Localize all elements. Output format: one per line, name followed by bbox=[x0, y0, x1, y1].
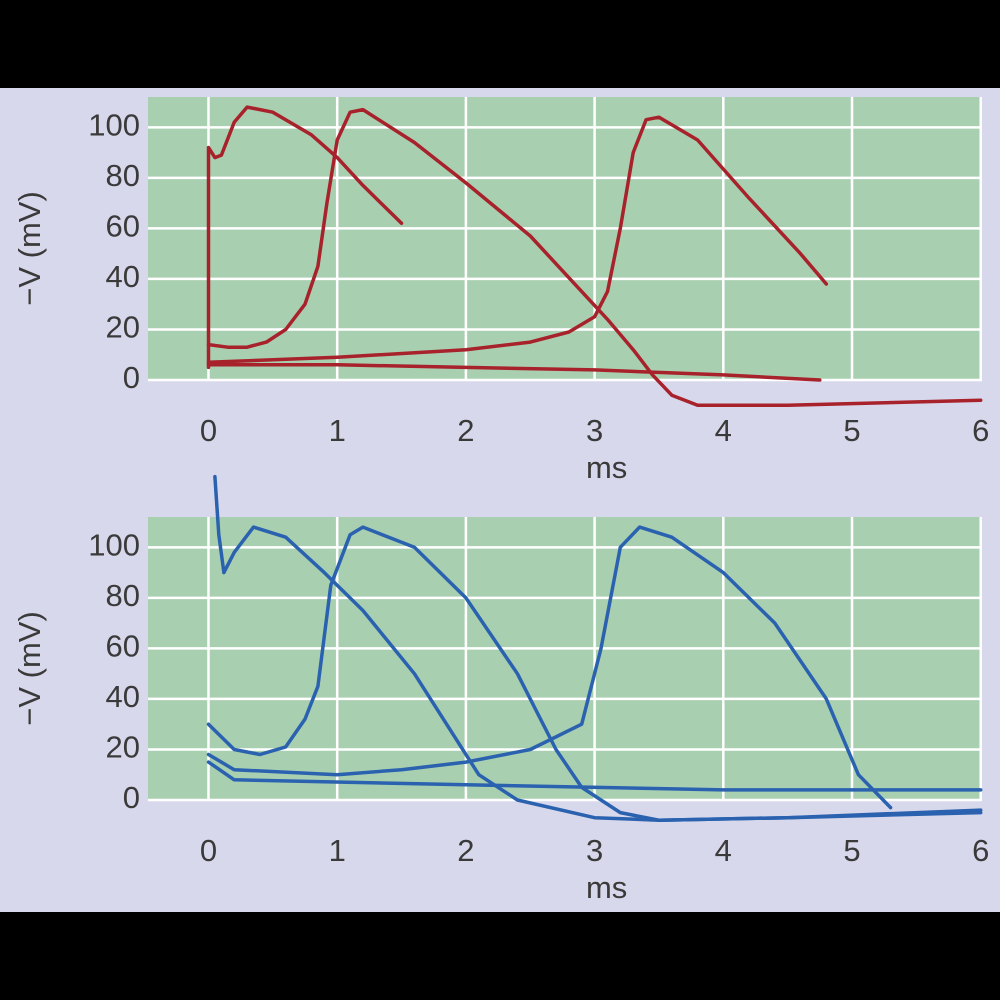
x-tick-label: 3 bbox=[586, 833, 603, 868]
x-tick-label: 6 bbox=[972, 833, 989, 868]
line bbox=[206, 760, 983, 792]
line bbox=[206, 107, 983, 408]
y-axis-label: −V (mV) bbox=[12, 191, 47, 306]
x-axis-label: ms bbox=[586, 870, 627, 905]
x-tick-label: 3 bbox=[586, 413, 603, 448]
y-tick-label: 100 bbox=[88, 108, 140, 143]
x-tick-label: 0 bbox=[200, 413, 217, 448]
x-tick-label: 4 bbox=[715, 833, 732, 868]
y-axis-label: −V (mV) bbox=[12, 611, 47, 726]
line bbox=[206, 525, 893, 810]
y-tick-label: 20 bbox=[106, 730, 140, 765]
y-tick-label: 80 bbox=[106, 158, 140, 193]
y-tick-label: 60 bbox=[106, 209, 140, 244]
y-tick-label: 100 bbox=[88, 528, 140, 563]
line bbox=[206, 115, 829, 365]
x-tick-label: 4 bbox=[715, 413, 732, 448]
x-tick-label: 1 bbox=[329, 413, 346, 448]
y-tick-label: 60 bbox=[106, 629, 140, 664]
x-tick-label: 0 bbox=[200, 833, 217, 868]
y-tick-label: 40 bbox=[106, 679, 140, 714]
y-tick-label: 0 bbox=[123, 360, 140, 395]
line bbox=[206, 105, 404, 370]
x-tick-label: 2 bbox=[457, 833, 474, 868]
y-tick-label: 40 bbox=[106, 259, 140, 294]
x-tick-label: 2 bbox=[457, 413, 474, 448]
x-tick-label: 6 bbox=[972, 413, 989, 448]
line bbox=[206, 363, 822, 382]
plot-area bbox=[148, 517, 982, 800]
x-axis-label: ms bbox=[586, 450, 627, 485]
y-tick-label: 80 bbox=[106, 578, 140, 613]
x-tick-label: 5 bbox=[843, 833, 860, 868]
y-tick-label: 0 bbox=[123, 780, 140, 815]
y-tick-label: 20 bbox=[106, 310, 140, 345]
line bbox=[206, 525, 983, 822]
line bbox=[213, 474, 983, 822]
x-tick-label: 1 bbox=[329, 833, 346, 868]
x-tick-label: 5 bbox=[843, 413, 860, 448]
